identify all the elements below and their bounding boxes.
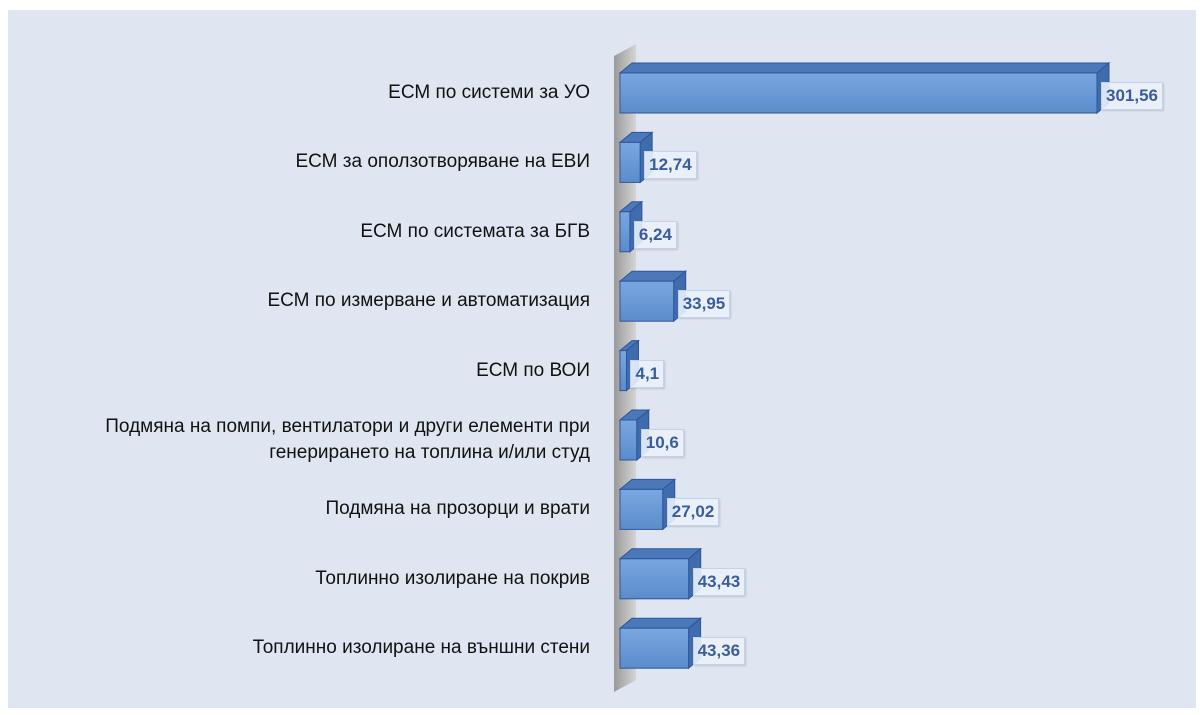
bar-front — [619, 280, 675, 322]
category-label: Топлинно изолиране на покрив — [315, 567, 590, 589]
category-label: ЕСМ по ВОИ — [476, 359, 590, 381]
bar — [618, 617, 702, 670]
bar-front — [619, 419, 638, 461]
bar — [618, 270, 688, 323]
category-label: ЕСМ по системата за БГВ — [360, 220, 590, 242]
value-label: 301,56 — [1101, 82, 1163, 110]
category-label: Топлинно изолиране на външни стени — [252, 637, 590, 659]
bar — [618, 61, 1111, 115]
bar-front — [619, 627, 690, 669]
value-label: 6,24 — [633, 220, 677, 249]
bar-front — [619, 558, 690, 600]
bar-top — [618, 62, 1111, 74]
category-label: ЕСМ за оползотворяване на ЕВИ — [295, 151, 591, 173]
category-label: ЕСМ по системи за УО — [388, 82, 590, 103]
value-label: 43,36 — [692, 637, 746, 666]
value-label: 4,1 — [630, 359, 665, 388]
category-label: Подмяна на прозорци и врати — [325, 498, 590, 520]
bar-front — [619, 350, 627, 392]
category-label: ЕСМ по измерване и автоматизация — [267, 290, 590, 312]
value-label: 27,02 — [666, 498, 720, 527]
value-label: 10,6 — [640, 429, 684, 457]
bar — [618, 547, 703, 600]
value-label: 12,74 — [644, 151, 697, 180]
category-label: Подмяна на помпи, вентилатори и други ел… — [105, 416, 590, 463]
value-label: 43,43 — [692, 567, 746, 596]
bar-top — [618, 548, 703, 560]
bar-front — [619, 211, 631, 253]
bar-front — [619, 488, 664, 530]
chart-area — [8, 10, 1196, 708]
value-label: 33,95 — [677, 290, 731, 319]
bar-front — [619, 72, 1098, 114]
bar-top — [618, 617, 702, 629]
bar-front — [619, 141, 641, 183]
